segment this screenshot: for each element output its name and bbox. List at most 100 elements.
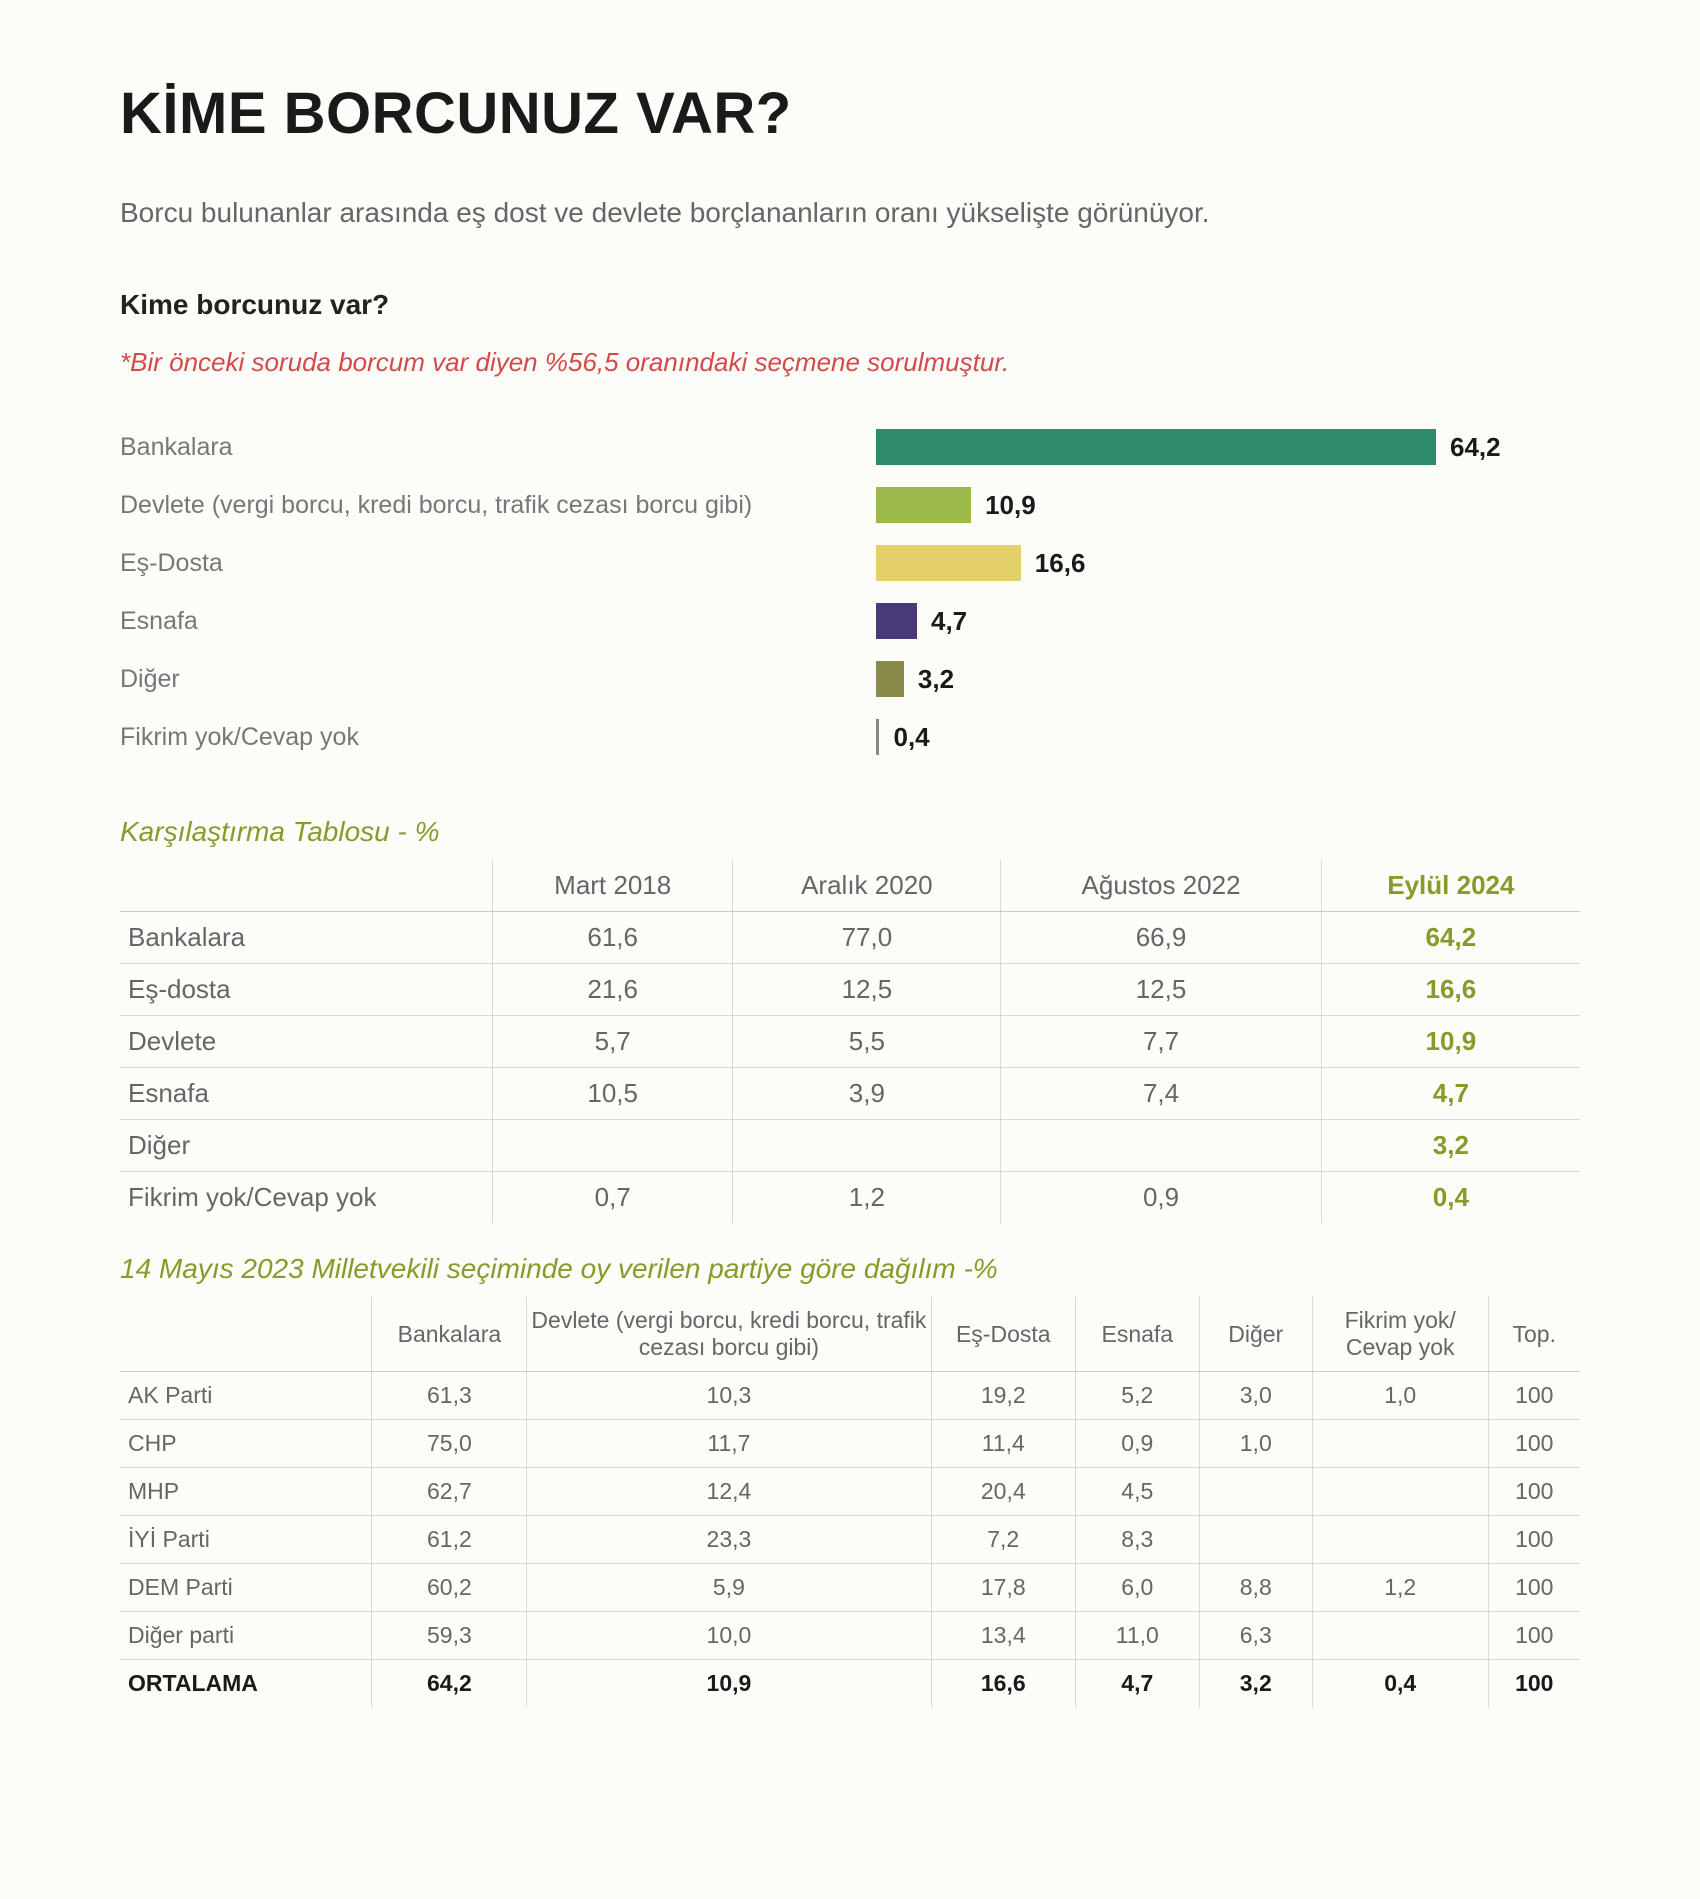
- bar-label: Esnafa: [120, 607, 876, 636]
- table-cell: 5,5: [733, 1016, 1001, 1068]
- table-cell: 59,3: [372, 1612, 527, 1660]
- table-cell: 16,6: [931, 1660, 1075, 1708]
- table-cell: 8,3: [1075, 1516, 1199, 1564]
- bar-chart: Bankalara64,2 Devlete (vergi borcu, kredi…: [120, 418, 1580, 766]
- table-cell: 61,2: [372, 1516, 527, 1564]
- table-cell: 7,2: [931, 1516, 1075, 1564]
- bar-track: 3,2: [876, 661, 1516, 697]
- table-cell: 7,4: [1001, 1068, 1321, 1120]
- table-cell: 4,5: [1075, 1468, 1199, 1516]
- table-cell: [493, 1120, 733, 1172]
- table-cell: 1,0: [1199, 1420, 1312, 1468]
- table-cell: Devlete: [120, 1016, 493, 1068]
- bar-label: Fikrim yok/Cevap yok: [120, 723, 876, 752]
- table-header: Aralık 2020: [733, 860, 1001, 912]
- table-cell: [1312, 1468, 1488, 1516]
- table-header: Eylül 2024: [1321, 860, 1580, 912]
- table-cell: Bankalara: [120, 912, 493, 964]
- table-cell: 3,2: [1199, 1660, 1312, 1708]
- table-cell: 100: [1488, 1516, 1580, 1564]
- bar-row: Bankalara64,2: [120, 418, 1580, 476]
- table-header: [120, 1297, 372, 1372]
- table-cell: 75,0: [372, 1420, 527, 1468]
- bar-fill: [876, 429, 1436, 465]
- table-cell: 100: [1488, 1660, 1580, 1708]
- comparison-table: Mart 2018Aralık 2020Ağustos 2022Eylül 20…: [120, 860, 1580, 1223]
- table-cell: MHP: [120, 1468, 372, 1516]
- table-cell: [733, 1120, 1001, 1172]
- table-cell: 0,9: [1075, 1420, 1199, 1468]
- table-cell: 11,4: [931, 1420, 1075, 1468]
- bar-fill: [876, 487, 971, 523]
- table-cell: 66,9: [1001, 912, 1321, 964]
- table-cell: 12,5: [1001, 964, 1321, 1016]
- footnote-text: *Bir önceki soruda borcum var diyen %56,…: [120, 347, 1580, 378]
- table-cell: 1,2: [733, 1172, 1001, 1224]
- table-row: Diğer3,2: [120, 1120, 1580, 1172]
- table-cell: 16,6: [1321, 964, 1580, 1016]
- table-header: Esnafa: [1075, 1297, 1199, 1372]
- table-cell: İYİ Parti: [120, 1516, 372, 1564]
- table-cell: CHP: [120, 1420, 372, 1468]
- table-header: Ağustos 2022: [1001, 860, 1321, 912]
- table-cell: AK Parti: [120, 1372, 372, 1420]
- table-cell: 0,4: [1321, 1172, 1580, 1224]
- table-cell: 1,0: [1312, 1372, 1488, 1420]
- table-cell: 3,2: [1321, 1120, 1580, 1172]
- table-row: Eş-dosta21,612,512,516,6: [120, 964, 1580, 1016]
- table-row: Fikrim yok/Cevap yok0,71,20,90,4: [120, 1172, 1580, 1224]
- table-cell: 0,4: [1312, 1660, 1488, 1708]
- bar-fill: [876, 661, 904, 697]
- table-row: CHP75,011,711,40,91,0100: [120, 1420, 1580, 1468]
- table-cell: 12,4: [527, 1468, 931, 1516]
- table-cell: 21,6: [493, 964, 733, 1016]
- bar-label: Devlete (vergi borcu, kredi borcu, trafi…: [120, 491, 876, 520]
- table-row-average: ORTALAMA64,210,916,64,73,20,4100: [120, 1660, 1580, 1708]
- bar-track: 4,7: [876, 603, 1516, 639]
- bar-row: Esnafa 4,7: [120, 592, 1580, 650]
- table-cell: 64,2: [1321, 912, 1580, 964]
- bar-value: 10,9: [971, 490, 1036, 521]
- table-row: Esnafa10,53,97,44,7: [120, 1068, 1580, 1120]
- bar-value: 3,2: [904, 664, 954, 695]
- table-cell: ORTALAMA: [120, 1660, 372, 1708]
- bar-value: 4,7: [917, 606, 967, 637]
- table-cell: [1312, 1516, 1488, 1564]
- table-cell: 61,3: [372, 1372, 527, 1420]
- bar-track: 0,4: [876, 719, 1516, 755]
- bar-value: 0,4: [879, 722, 929, 753]
- bar-row: Fikrim yok/Cevap yok0,4: [120, 708, 1580, 766]
- table-cell: 100: [1488, 1612, 1580, 1660]
- table-cell: Diğer parti: [120, 1612, 372, 1660]
- table-cell: 23,3: [527, 1516, 931, 1564]
- table-row: MHP62,712,420,44,5100: [120, 1468, 1580, 1516]
- table-row: AK Parti61,310,319,25,23,01,0100: [120, 1372, 1580, 1420]
- table-cell: 5,9: [527, 1564, 931, 1612]
- table-cell: 10,5: [493, 1068, 733, 1120]
- table-header: Devlete (vergi borcu, kredi borcu, trafi…: [527, 1297, 931, 1372]
- bar-track: 10,9: [876, 487, 1516, 523]
- table-cell: 64,2: [372, 1660, 527, 1708]
- table-cell: 61,6: [493, 912, 733, 964]
- table-cell: 7,7: [1001, 1016, 1321, 1068]
- bar-label: Eş-Dosta: [120, 549, 876, 578]
- table-header: Top.: [1488, 1297, 1580, 1372]
- table-header: Eş-Dosta: [931, 1297, 1075, 1372]
- table-cell: 19,2: [931, 1372, 1075, 1420]
- table-cell: DEM Parti: [120, 1564, 372, 1612]
- table-row: İYİ Parti61,223,37,28,3 100: [120, 1516, 1580, 1564]
- table-header: [120, 860, 493, 912]
- table-cell: 3,9: [733, 1068, 1001, 1120]
- bar-label: Bankalara: [120, 433, 876, 462]
- table-row: DEM Parti60,25,917,86,08,81,2100: [120, 1564, 1580, 1612]
- table-row: Diğer parti59,310,013,411,06,3100: [120, 1612, 1580, 1660]
- bar-row: Diğer3,2: [120, 650, 1580, 708]
- table-cell: 100: [1488, 1564, 1580, 1612]
- table-cell: 6,0: [1075, 1564, 1199, 1612]
- table-cell: [1312, 1420, 1488, 1468]
- table-cell: 5,7: [493, 1016, 733, 1068]
- table-cell: [1001, 1120, 1321, 1172]
- bar-fill: [876, 603, 917, 639]
- table-cell: Esnafa: [120, 1068, 493, 1120]
- table-header: Diğer: [1199, 1297, 1312, 1372]
